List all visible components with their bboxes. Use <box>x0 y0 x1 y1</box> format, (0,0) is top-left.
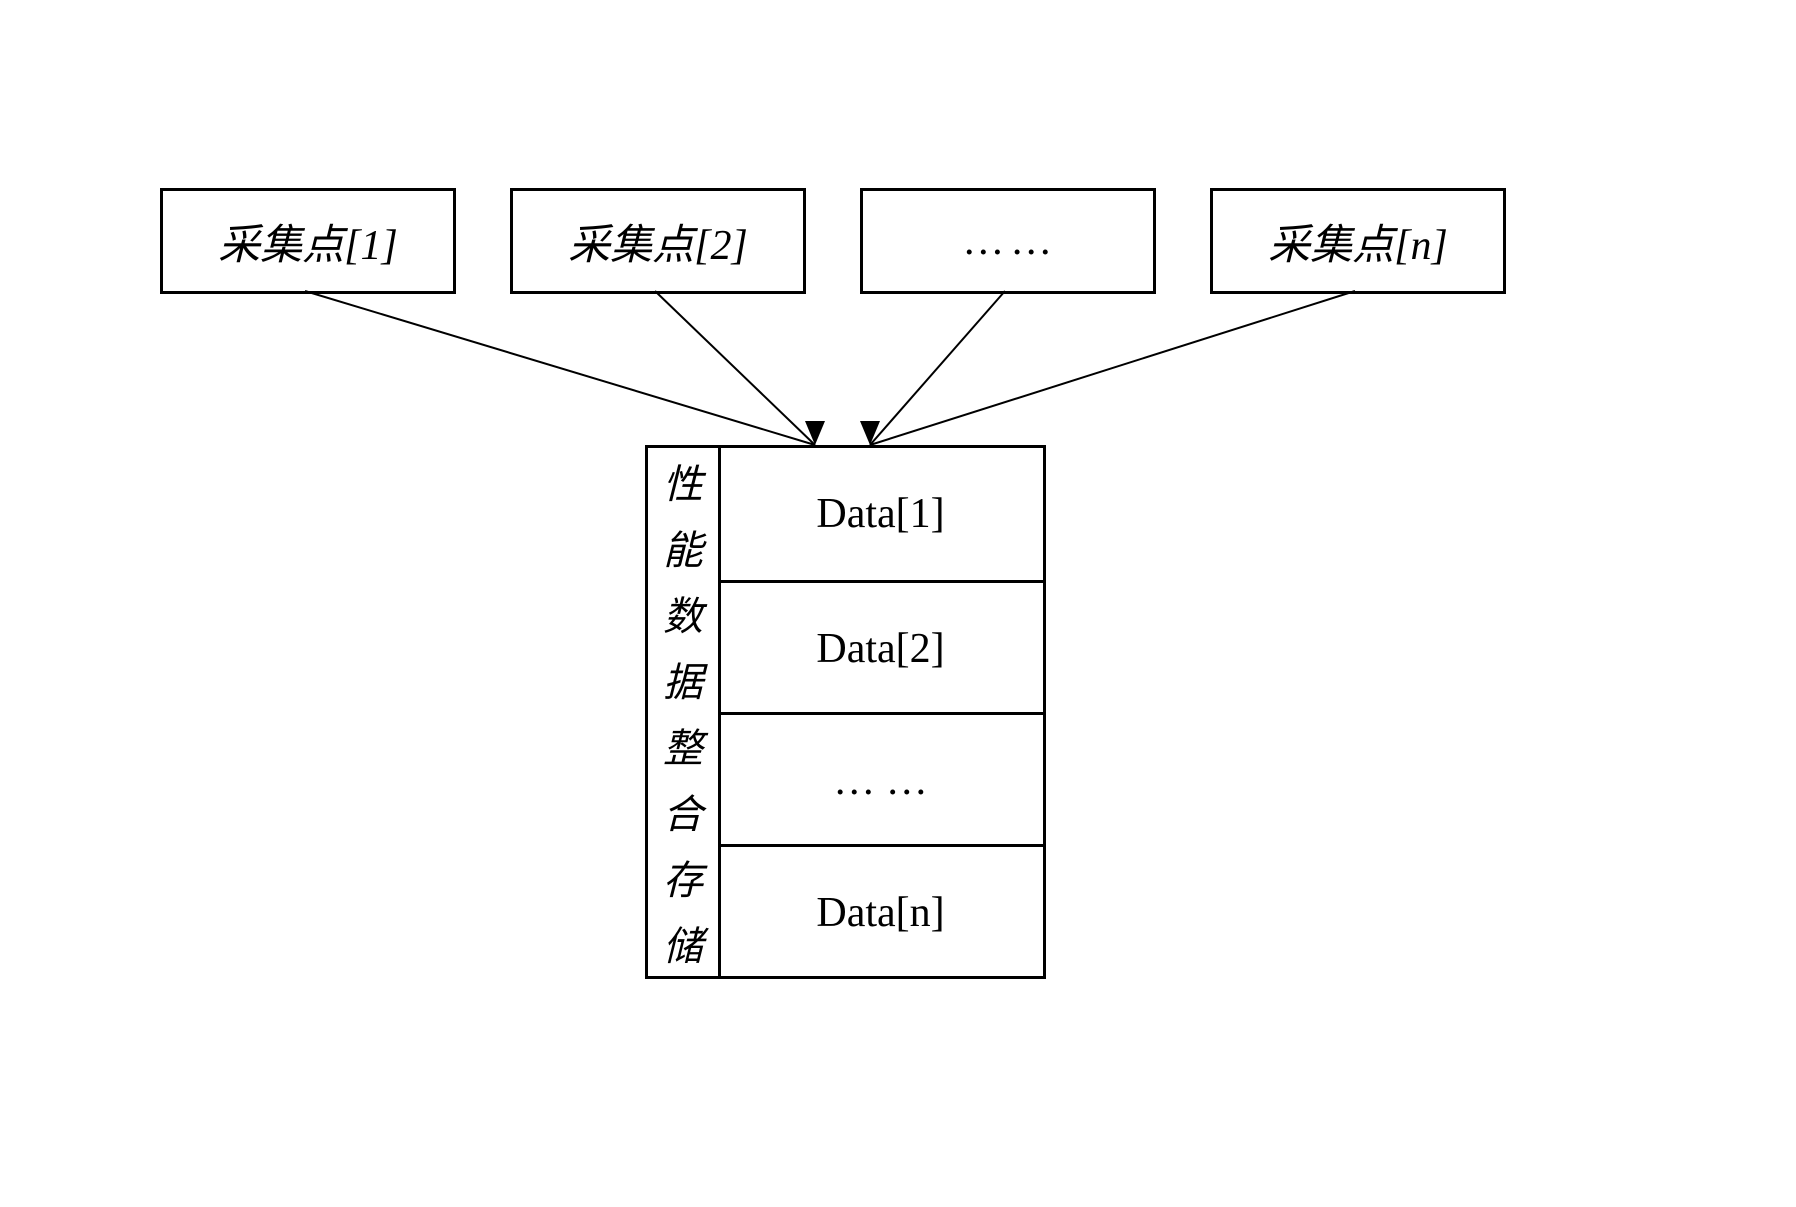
vlabel-char: 性 <box>663 452 703 510</box>
collector-box-2: 采集点[2] <box>510 188 806 294</box>
collector-box-ellipsis: … … <box>860 188 1156 294</box>
storage-vertical-label: 性 能 数 据 整 合 存 储 <box>648 448 721 976</box>
arrow-heads <box>805 421 880 445</box>
vlabel-char: 据 <box>663 650 703 708</box>
storage-block: 性 能 数 据 整 合 存 储 Data[1] Data[2] … … Data… <box>645 445 1046 979</box>
vlabel-char: 合 <box>663 782 703 840</box>
collector-box-1: 采集点[1] <box>160 188 456 294</box>
vlabel-char: 整 <box>663 716 703 774</box>
arrow-lines <box>305 291 1355 445</box>
vlabel-char: 储 <box>663 914 703 972</box>
data-cell-n: Data[n] <box>718 844 1043 979</box>
collector-box-n: 采集点[n] <box>1210 188 1506 294</box>
diagram-canvas: 采集点[1] 采集点[2] … … 采集点[n] 性 能 数 据 整 合 存 储… <box>0 0 1796 1207</box>
vlabel-char: 数 <box>663 584 703 642</box>
data-cell-1: Data[1] <box>718 448 1043 580</box>
data-cell-ellipsis: … … <box>718 712 1043 847</box>
data-cell-2: Data[2] <box>718 580 1043 715</box>
vlabel-char: 能 <box>663 518 703 576</box>
vlabel-char: 存 <box>663 848 703 906</box>
